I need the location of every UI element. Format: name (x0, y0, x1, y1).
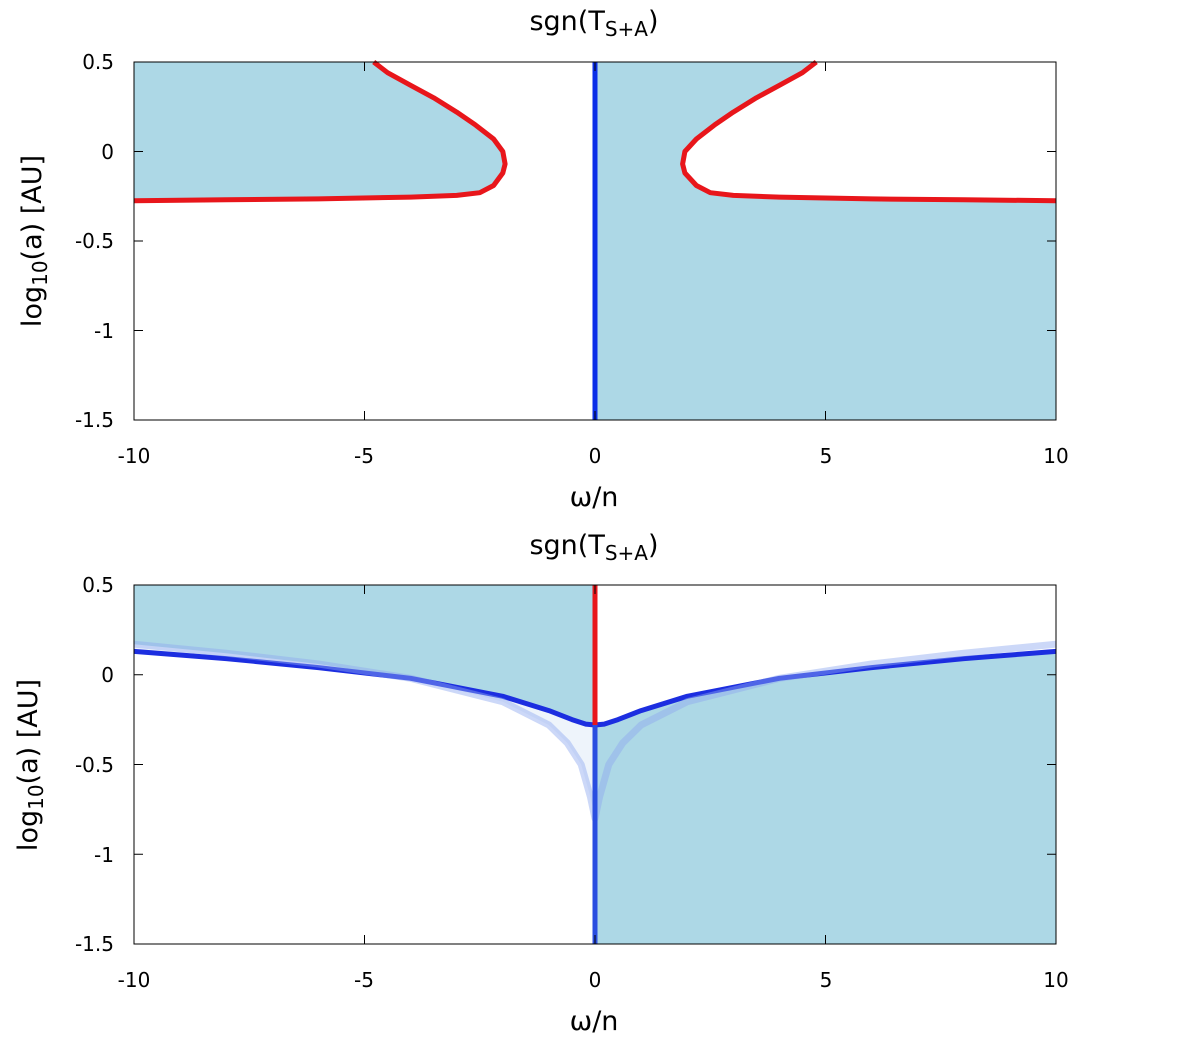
bottom-panel-x-tick-label: -5 (354, 968, 374, 992)
top-panel-tick-marks (133, 61, 1057, 421)
series-line-2 (680, 60, 1057, 204)
top-panel-shaded-regions (134, 62, 1056, 420)
bottom-panel-x-tick-label: 10 (1043, 968, 1068, 992)
top-panel-y-tick-label: 0 (101, 140, 114, 164)
top-panel-y-axis-label: log10(a) [AU] (17, 155, 52, 327)
top-panel-x-tick-label: -10 (118, 444, 151, 468)
top-panel-x-tick-label: 10 (1043, 444, 1068, 468)
top-panel-x-tick-label: 0 (589, 444, 602, 468)
bottom-panel-curves (133, 585, 1057, 944)
positive-sign-region-lower-right (595, 651, 1056, 944)
bottom-panel: 0.5 0 -0.5 -1 -1.5 -10 -5 0 5 10 sgn(TS+… (13, 530, 1069, 1037)
bottom-panel-y-tick-label: 0 (101, 663, 114, 687)
top-panel-x-tick-label: -5 (354, 444, 374, 468)
series-line-1 (133, 60, 508, 204)
bottom-panel-x-tick-label: 5 (820, 968, 833, 992)
bottom-panel-y-tick-label: 0.5 (82, 573, 114, 597)
top-panel-x-tick-label: 5 (820, 444, 833, 468)
bottom-panel-y-tick-label: -1.5 (75, 932, 114, 956)
top-panel-title: sgn(TS+A) (529, 6, 658, 41)
top-panel-y-tick-label: -1.5 (75, 408, 114, 432)
bottom-panel-title: sgn(TS+A) (529, 530, 658, 565)
bottom-panel-x-tick-label: 0 (589, 968, 602, 992)
bottom-panel-tick-marks (133, 584, 1057, 945)
top-panel-curves (133, 60, 1057, 420)
bottom-panel-y-tick-label: -1 (94, 843, 114, 867)
top-panel-y-tick-label: -0.5 (75, 229, 114, 253)
bottom-panel-x-axis-label: ω/n (570, 1006, 619, 1037)
bottom-panel-x-tick-label: -10 (118, 968, 151, 992)
top-panel: 0.5 0 -0.5 -1 -1.5 -10 -5 0 5 10 sgn(TS+… (17, 6, 1069, 513)
top-panel-y-tick-label: 0.5 (82, 50, 114, 74)
top-panel-x-axis-label: ω/n (570, 482, 619, 513)
bottom-panel-y-tick-label: -0.5 (75, 753, 114, 777)
bottom-panel-y-axis-label: log10(a) [AU] (13, 679, 48, 851)
positive-sign-region-left (134, 62, 506, 201)
top-panel-y-tick-label: -1 (94, 319, 114, 343)
positive-sign-region-right (595, 62, 1056, 420)
